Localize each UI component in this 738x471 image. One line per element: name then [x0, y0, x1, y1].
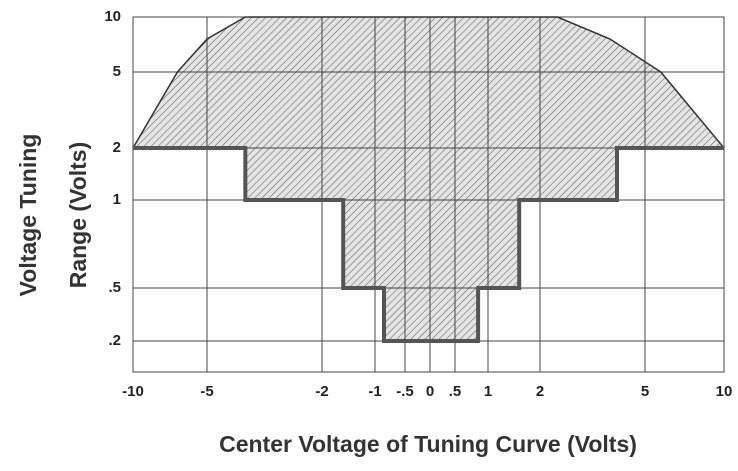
- x-tick-label: -10: [122, 383, 144, 400]
- y-axis-label: Range (Volts): [65, 142, 91, 289]
- y-tick-label: 10: [104, 8, 121, 25]
- x-tick-label: 2: [536, 383, 544, 400]
- x-tick-label: -.5: [396, 383, 414, 400]
- y-tick-label: 5: [113, 63, 121, 80]
- x-tick-label: 10: [716, 383, 733, 400]
- y-tick-label: 2: [113, 139, 121, 156]
- x-tick-label: -5: [200, 383, 213, 400]
- x-tick-label: -1: [368, 383, 381, 400]
- lower-boundary: [133, 146, 724, 343]
- upper-boundary: [132, 16, 725, 149]
- y-tick-label: .2: [108, 332, 121, 349]
- x-axis-label: Center Voltage of Tuning Curve (Volts): [219, 431, 637, 457]
- x-tick-label: 5: [641, 383, 649, 400]
- y-axis-label: Voltage Tuning: [15, 134, 41, 297]
- x-tick-label: 0: [426, 383, 434, 400]
- x-tick-label: 1: [484, 383, 492, 400]
- x-tick-label: -2: [315, 383, 328, 400]
- y-tick-label: 1: [113, 191, 121, 208]
- x-tick-label: .5: [449, 383, 462, 400]
- y-tick-label: .5: [108, 279, 121, 296]
- hatched-region: [133, 17, 724, 341]
